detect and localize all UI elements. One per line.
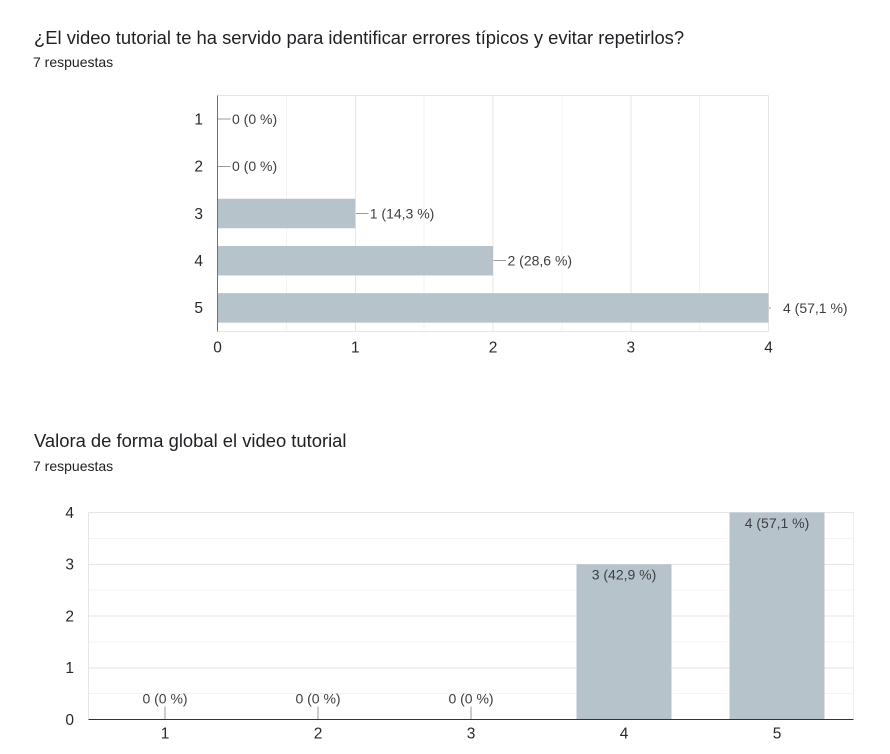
svg-text:4: 4 (620, 726, 629, 743)
svg-text:2 (28,6 %): 2 (28,6 %) (508, 253, 573, 269)
svg-text:2: 2 (194, 159, 203, 176)
svg-text:5: 5 (194, 300, 203, 317)
svg-text:0: 0 (213, 340, 222, 357)
svg-text:3: 3 (65, 557, 74, 574)
svg-text:1 (14,3 %): 1 (14,3 %) (370, 205, 435, 221)
svg-text:2: 2 (314, 726, 323, 743)
svg-text:0 (0 %): 0 (0 %) (142, 691, 187, 707)
svg-text:4: 4 (764, 340, 773, 357)
svg-text:0 (0 %): 0 (0 %) (232, 111, 277, 127)
svg-text:7 respuestas: 7 respuestas (33, 54, 113, 70)
svg-text:4 (57,1 %): 4 (57,1 %) (783, 300, 848, 316)
svg-text:1: 1 (194, 111, 203, 128)
svg-text:7 respuestas: 7 respuestas (33, 458, 113, 474)
svg-text:4: 4 (194, 253, 203, 270)
svg-text:0 (0 %): 0 (0 %) (232, 158, 277, 174)
svg-text:3: 3 (194, 206, 203, 223)
svg-text:3: 3 (626, 340, 635, 357)
svg-text:3: 3 (467, 726, 476, 743)
svg-text:0 (0 %): 0 (0 %) (295, 691, 340, 707)
svg-text:0 (0 %): 0 (0 %) (448, 691, 493, 707)
svg-text:3 (42,9 %): 3 (42,9 %) (592, 567, 657, 583)
svg-text:¿El video tutorial te ha servi: ¿El video tutorial te ha servido para id… (34, 27, 684, 48)
svg-text:4 (57,1 %): 4 (57,1 %) (745, 515, 810, 531)
svg-text:4: 4 (65, 505, 74, 522)
svg-text:2: 2 (489, 340, 498, 357)
svg-text:0: 0 (65, 712, 74, 729)
svg-text:Valora de forma global el vide: Valora de forma global el video tutorial (34, 430, 346, 451)
svg-text:1: 1 (65, 660, 74, 677)
svg-text:1: 1 (351, 340, 360, 357)
svg-text:1: 1 (161, 726, 170, 743)
svg-text:5: 5 (773, 726, 782, 743)
svg-text:2: 2 (65, 608, 74, 625)
